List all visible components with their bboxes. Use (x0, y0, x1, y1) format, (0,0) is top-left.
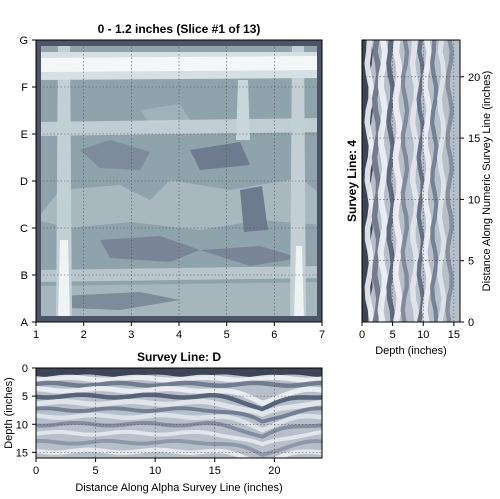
radar-reflection (436, 40, 447, 322)
x-tick-label: 5 (93, 465, 99, 477)
map-streak (294, 246, 304, 322)
survey-line-d-frame (35, 367, 323, 459)
survey-line-4-image (362, 40, 460, 322)
map-patch (190, 142, 250, 170)
x-tick-label: 10 (417, 329, 429, 341)
map-streak (36, 118, 322, 136)
x-tick-label: 6 (271, 329, 277, 341)
slice-map-panel: 0 - 1.2 inches (Slice #1 of 13) (19, 22, 325, 341)
y-tick-label: A (21, 317, 29, 329)
survey-line-4-y-label: Distance Along Numeric Survey Line (inch… (481, 71, 493, 292)
radar-stripes (362, 40, 454, 322)
survey-line-4-y-ticks: 0 5 10 15 20 (460, 72, 480, 329)
map-patch (140, 104, 190, 124)
y-tick-label: 10 (468, 194, 480, 206)
y-tick-label: 20 (468, 72, 480, 84)
map-edge (36, 40, 322, 46)
map-patch (100, 236, 200, 262)
radar-reflection (445, 40, 454, 322)
y-tick-label: 15 (16, 447, 28, 459)
radar-reflection (392, 40, 403, 322)
radar-reflection (377, 40, 389, 322)
survey-line-4-panel: 0 5 10 15 0 5 10 15 20 Survey Line: 4 Depth (in… (345, 39, 493, 357)
map-streak (40, 56, 318, 72)
radar-reflection (36, 385, 322, 407)
x-tick-label: 3 (128, 329, 134, 341)
y-tick-label: 5 (468, 256, 474, 268)
y-tick-label: 0 (468, 317, 474, 329)
radar-reflection (400, 40, 410, 322)
x-tick-label: 7 (319, 329, 325, 341)
map-patch (80, 140, 150, 170)
x-tick-label: 10 (149, 465, 161, 477)
radar-reflection (429, 40, 439, 322)
survey-line-d-x-ticks: 0 5 10 15 20 (33, 458, 280, 477)
survey-line-d-x-label: Distance Along Alpha Survey Line (inches… (75, 482, 282, 494)
radar-reflection (36, 374, 322, 383)
y-tick-label: F (21, 82, 28, 94)
y-tick-label: 15 (468, 133, 480, 145)
radar-reflection (421, 40, 432, 322)
survey-line-d-y-label: Depth (inches) (3, 377, 15, 449)
x-tick-label: 20 (268, 465, 280, 477)
slice-map-title: 0 - 1.2 inches (Slice #1 of 13) (98, 22, 261, 36)
radar-reflection (36, 429, 322, 447)
map-edge (36, 40, 41, 322)
survey-line-d-title: Survey Line: D (137, 350, 221, 364)
y-tick-label: 5 (22, 391, 28, 403)
map-patch (200, 246, 300, 266)
x-tick-label: 0 (359, 329, 365, 341)
radar-reflection (409, 40, 420, 322)
survey-line-d-y-ticks: 0 5 10 15 (16, 363, 36, 459)
map-streak (58, 240, 70, 322)
x-tick-label: 5 (390, 329, 396, 341)
radar-bands (36, 368, 322, 458)
x-tick-label: 1 (33, 329, 39, 341)
survey-line-4-frame (361, 39, 461, 323)
survey-line-d-grid (36, 368, 322, 458)
y-tick-label: B (21, 270, 28, 282)
map-edge (36, 316, 322, 322)
survey-line-4-title: Survey Line: 4 (345, 140, 359, 222)
radar-reflection (36, 447, 322, 458)
map-patch (240, 186, 268, 232)
y-tick-label: D (20, 176, 28, 188)
map-streak (36, 266, 322, 282)
x-tick-label: 15 (209, 465, 221, 477)
x-tick-label: 5 (224, 329, 230, 341)
slice-map-y-ticks: A B C D E F G (19, 35, 36, 329)
survey-line-d-image (36, 368, 322, 458)
survey-line-d-panel: Survey Line: D 0 5 10 15 20 0 5 10 15 Distance … (3, 350, 323, 494)
survey-line-4-grid (362, 40, 460, 322)
radar-reflection (364, 40, 375, 322)
survey-line-4-x-label: Depth (inches) (375, 345, 447, 357)
slice-map-x-ticks: 1 2 3 4 5 6 7 (33, 322, 325, 341)
y-tick-label: E (21, 129, 28, 141)
survey-line-4-x-ticks: 0 5 10 15 (359, 322, 460, 341)
x-tick-label: 2 (81, 329, 87, 341)
radar-reflection (36, 438, 322, 457)
x-tick-label: 15 (448, 329, 460, 341)
y-tick-label: 0 (22, 363, 28, 375)
map-streak (236, 80, 250, 140)
map-patch (36, 282, 322, 322)
radar-reflection (371, 40, 382, 322)
map-patch (60, 292, 180, 310)
radar-reflection (416, 40, 426, 322)
radar-reflection (36, 398, 322, 417)
y-tick-label: 10 (16, 419, 28, 431)
radar-reflection (362, 40, 373, 322)
y-tick-label: G (19, 35, 28, 47)
slice-map-grid (36, 40, 322, 322)
x-tick-label: 0 (33, 465, 39, 477)
y-tick-label: C (20, 223, 28, 235)
x-tick-label: 4 (176, 329, 182, 341)
radar-reflection (36, 380, 322, 388)
radar-reflection (36, 368, 322, 378)
